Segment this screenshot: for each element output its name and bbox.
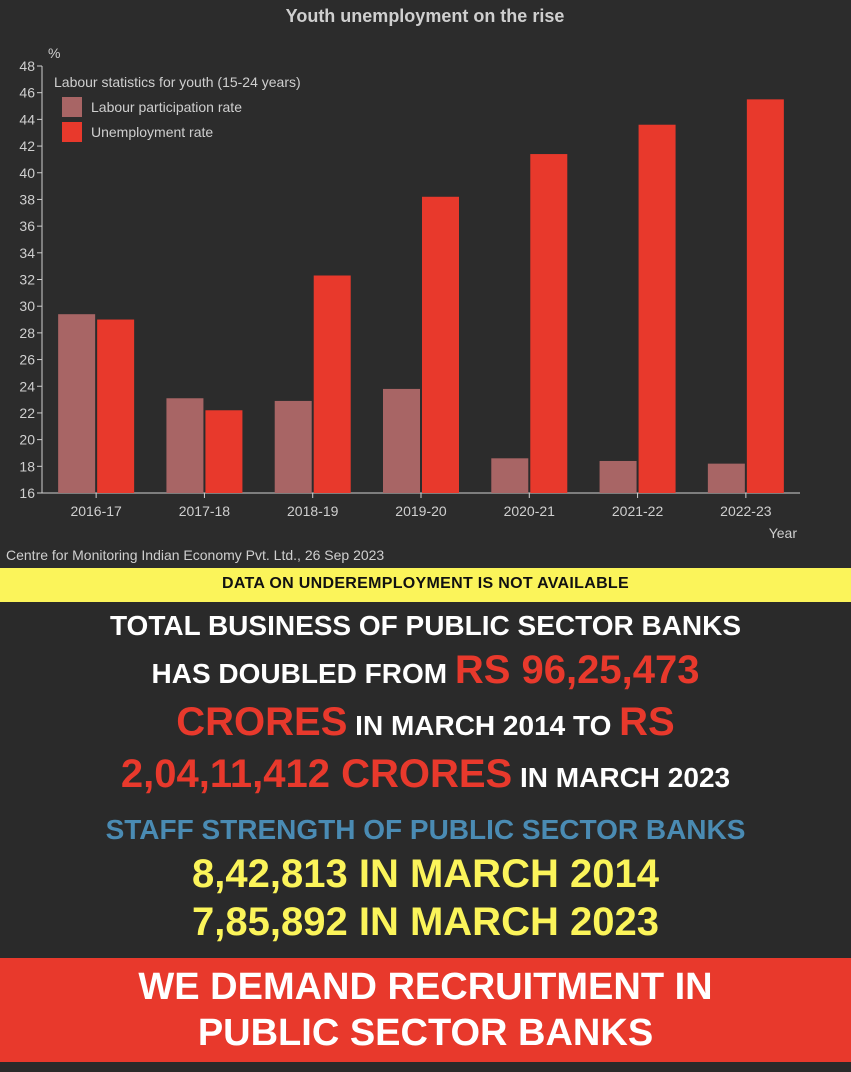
y-tick-label: 48 <box>19 58 35 74</box>
y-tick-label: 32 <box>19 272 35 288</box>
y-tick-label: 28 <box>19 325 35 341</box>
x-tick-label: 2021-22 <box>612 503 664 519</box>
bar-unemployment <box>746 99 784 493</box>
y-tick-label: 30 <box>19 298 35 314</box>
business-line-1: TOTAL BUSINESS OF PUBLIC SECTOR BANKS <box>109 610 742 641</box>
bar-labour-participation <box>274 400 312 493</box>
y-tick-label: 36 <box>19 218 35 234</box>
y-tick-label: 34 <box>19 245 35 261</box>
y-tick-label: 16 <box>19 485 35 501</box>
business-line-3: CRORES IN MARCH 2014 TO RS <box>0 700 851 745</box>
y-tick-label: 38 <box>19 191 35 207</box>
x-axis-label: Year <box>769 525 798 541</box>
bar-labour-participation <box>491 458 529 493</box>
crores-2014: CRORES <box>176 700 348 744</box>
x-tick-label: 2016-17 <box>70 503 122 519</box>
chart-title: Youth unemployment on the rise <box>286 6 565 26</box>
chart-svg: Youth unemployment on the rise% 16 18 20 22 2… <box>6 6 800 563</box>
staff-2014: 8,42,813 IN MARCH 2014 <box>192 852 659 896</box>
demand-banner: WE DEMAND RECRUITMENT IN PUBLIC SECTOR B… <box>0 958 851 1062</box>
bar-unemployment <box>530 154 568 493</box>
y-tick-label: 18 <box>19 458 35 474</box>
underemployment-notice: DATA ON UNDEREMPLOYMENT IS NOT AVAILABLE <box>0 568 851 602</box>
amount-2014: RS 96,25,473 <box>454 648 700 692</box>
y-tick-label: 20 <box>19 432 35 448</box>
y-tick-label: 44 <box>19 111 35 127</box>
business-line-4: 2,04,11,412 CRORES IN MARCH 2023 <box>0 752 851 797</box>
y-tick-label: 46 <box>19 85 35 101</box>
bar-unemployment <box>97 319 135 493</box>
bar-labour-participation <box>166 398 204 493</box>
staff-strength-title: STAFF STRENGTH OF PUBLIC SECTOR BANKS <box>105 814 746 845</box>
staff-2023: 7,85,892 IN MARCH 2023 <box>192 900 659 944</box>
bar-unemployment <box>313 275 351 493</box>
legend-label: Unemployment rate <box>91 124 213 140</box>
chart-source: Centre for Monitoring Indian Economy Pvt… <box>6 547 384 563</box>
y-tick-label: 42 <box>19 138 35 154</box>
bar-labour-participation <box>707 463 745 493</box>
bottom-strip <box>0 1062 851 1072</box>
chart-panel: Youth unemployment on the rise% 16 18 20 22 2… <box>6 6 800 563</box>
business-line-4-suffix: IN MARCH 2023 <box>512 762 731 793</box>
x-tick-label: 2018-19 <box>287 503 339 519</box>
business-line-2: HAS DOUBLED FROM RS 96,25,473 <box>0 648 851 693</box>
x-tick-label: 2022-23 <box>720 503 772 519</box>
y-axis-unit: % <box>48 45 60 61</box>
business-line-3-mid: IN MARCH 2014 TO <box>347 710 620 741</box>
y-tick-label: 22 <box>19 405 35 421</box>
legend-swatch <box>62 122 82 142</box>
amount-2023: 2,04,11,412 CRORES <box>120 752 513 796</box>
x-tick-label: 2019-20 <box>395 503 447 519</box>
y-tick-label: 40 <box>19 165 35 181</box>
legend-title: Labour statistics for youth (15-24 years… <box>54 74 301 90</box>
y-tick-label: 24 <box>19 378 35 394</box>
demand-line-2: PUBLIC SECTOR BANKS <box>197 1012 654 1054</box>
rs-label: RS <box>619 700 675 744</box>
bar-unemployment <box>205 410 243 493</box>
demand-line-1: WE DEMAND RECRUITMENT IN <box>138 966 713 1008</box>
bar-labour-participation <box>383 388 420 493</box>
legend-swatch <box>62 97 82 117</box>
x-tick-label: 2017-18 <box>179 503 231 519</box>
y-tick-label: 26 <box>19 352 35 368</box>
business-line-2-prefix: HAS DOUBLED FROM <box>151 658 455 689</box>
info-panel: TOTAL BUSINESS OF PUBLIC SECTOR BANKS HA… <box>0 602 851 958</box>
bar-unemployment <box>638 124 676 494</box>
x-tick-label: 2020-21 <box>504 503 556 519</box>
legend-label: Labour participation rate <box>91 99 242 115</box>
bar-labour-participation <box>58 314 96 493</box>
bar-labour-participation <box>599 460 637 493</box>
bar-unemployment <box>422 196 459 494</box>
